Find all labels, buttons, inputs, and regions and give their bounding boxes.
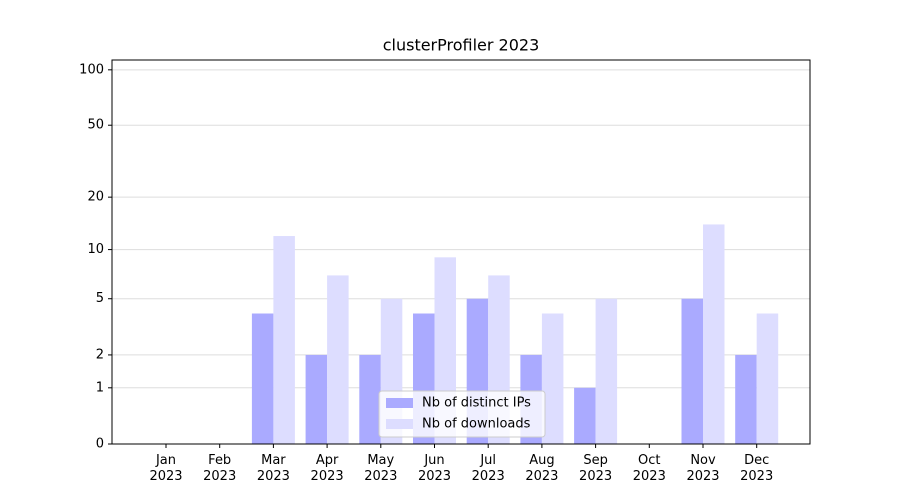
x-tick-label: Feb 2023 — [203, 453, 237, 484]
legend-frame — [378, 390, 546, 438]
x-tick-label: Aug 2023 — [525, 453, 559, 484]
y-tick-label: 1 — [96, 380, 104, 395]
x-tick-label: Jan 2023 — [149, 453, 183, 484]
bar — [251, 313, 274, 444]
legend-label: Nb of downloads — [422, 417, 531, 432]
bar — [541, 313, 564, 444]
legend: Nb of distinct IPs Nb of downloads — [378, 390, 546, 438]
y-tick-label: 20 — [87, 190, 104, 205]
bar — [359, 354, 381, 444]
x-tick-label: Mar 2023 — [256, 453, 290, 484]
x-tick-label: Jun 2023 — [417, 453, 452, 484]
x-tick-label: Dec 2023 — [740, 453, 774, 484]
bar — [735, 354, 757, 444]
bar — [681, 298, 703, 444]
bar — [756, 313, 779, 444]
bar — [273, 236, 295, 444]
legend-swatch — [386, 398, 413, 408]
y-tick-label: 10 — [87, 242, 104, 257]
bar — [595, 298, 618, 444]
bar — [305, 354, 328, 444]
legend-swatch — [386, 419, 413, 429]
x-tick-label: Sep 2023 — [579, 453, 613, 484]
chart-title: clusterProfiler 2023 — [383, 36, 540, 55]
y-tick-label: 100 — [79, 62, 104, 77]
x-tick-label: Apr 2023 — [310, 453, 344, 484]
x-tick-label: Nov 2023 — [686, 453, 720, 484]
y-tick-label: 0 — [96, 437, 104, 452]
x-tick-label: Jul 2023 — [471, 453, 505, 484]
bar — [327, 275, 349, 444]
y-tick-label: 5 — [96, 291, 104, 306]
y-tick-label: 2 — [96, 347, 104, 362]
bar — [703, 224, 725, 444]
x-tick-label: May 2023 — [364, 453, 398, 484]
y-tick-label: 50 — [87, 118, 104, 133]
x-tick-label: Oct 2023 — [632, 453, 666, 484]
bar — [574, 387, 596, 444]
axes-frame — [111, 59, 811, 445]
legend-label: Nb of distinct IPs — [422, 396, 531, 411]
